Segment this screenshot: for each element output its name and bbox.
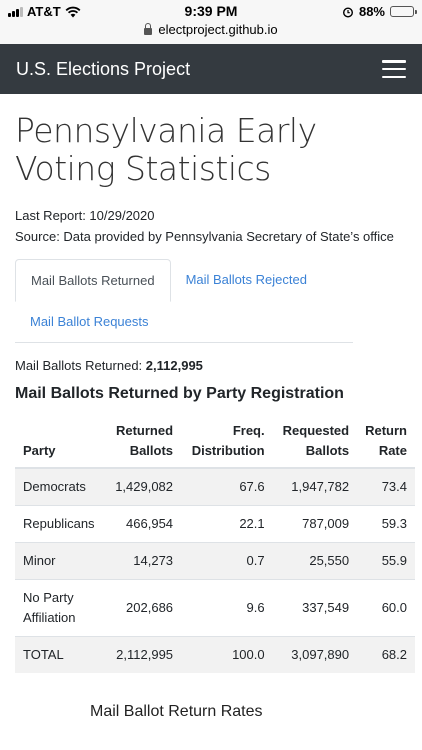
cell-party: Republicans (15, 505, 106, 543)
table-row: Democrats 1,429,082 67.6 1,947,782 73.4 (15, 467, 415, 506)
wifi-icon (65, 6, 81, 17)
status-left: AT&T (8, 4, 81, 19)
address-bar[interactable]: electproject.github.io (0, 22, 422, 37)
tab-mail-ballot-requests[interactable]: Mail Ballot Requests (30, 314, 149, 329)
cell-returned: 14,273 (105, 542, 182, 580)
cell-rate: 55.9 (357, 542, 415, 580)
status-bar: AT&T 9:39 PM 88% electproject.github.io (0, 0, 422, 44)
cell-returned: 2,112,995 (105, 636, 182, 673)
main-content: Pennsylvania Early Voting Statistics Las… (0, 112, 422, 721)
cell-returned: 466,954 (105, 505, 182, 543)
tab-mail-ballots-returned[interactable]: Mail Ballots Returned (15, 259, 171, 302)
cell-freq: 9.6 (181, 579, 273, 637)
header-freq[interactable]: Freq. Distribution (181, 415, 273, 469)
cell-rate: 68.2 (357, 636, 415, 673)
header-returned[interactable]: Returned Ballots (105, 415, 182, 469)
menu-icon[interactable] (382, 60, 406, 78)
party-table: Party Returned Ballots Freq. Distributio… (15, 415, 415, 673)
signal-icon (8, 6, 23, 17)
table-header-row: Party Returned Ballots Freq. Distributio… (15, 415, 415, 469)
url-text: electproject.github.io (158, 22, 278, 37)
table-row: TOTAL 2,112,995 100.0 3,097,890 68.2 (15, 636, 415, 673)
returned-summary-label: Mail Ballots Returned: (15, 358, 143, 373)
cell-requested: 25,550 (272, 542, 358, 580)
cell-party: No Party Affiliation (15, 579, 106, 637)
chart-title: Mail Ballot Return Rates (90, 703, 263, 720)
table-row: Republicans 466,954 22.1 787,009 59.3 (15, 505, 415, 543)
header-rate[interactable]: Return Rate (357, 415, 415, 469)
cell-requested: 337,549 (272, 579, 358, 637)
returned-summary-value: 2,112,995 (145, 358, 203, 373)
report-meta: Last Report: 10/29/2020 Source: Data pro… (15, 205, 407, 247)
lock-icon (144, 23, 153, 35)
cell-freq: 100.0 (181, 636, 273, 673)
header-requested[interactable]: Requested Ballots (272, 415, 358, 469)
cell-requested: 1,947,782 (272, 467, 358, 506)
table-row: No Party Affiliation 202,686 9.6 337,549 60.… (15, 579, 415, 637)
cell-party: Minor (15, 542, 106, 580)
clock: 9:39 PM (184, 3, 238, 19)
cell-party: Democrats (15, 467, 106, 506)
cell-freq: 0.7 (181, 542, 273, 580)
cell-requested: 787,009 (272, 505, 358, 543)
header-party[interactable]: Party (15, 415, 106, 469)
brand-link[interactable]: U.S. Elections Project (16, 58, 191, 79)
page-title: Pennsylvania Early Voting Statistics (15, 111, 317, 188)
alarm-icon (342, 6, 353, 18)
source-note: Source: Data provided by Pennsylvania Se… (15, 229, 394, 244)
cell-rate: 60.0 (357, 579, 415, 637)
last-report: Last Report: 10/29/2020 (15, 208, 155, 223)
cell-returned: 1,429,082 (105, 467, 182, 506)
cell-rate: 59.3 (357, 505, 415, 543)
tab-bar: Mail Ballots Returned Mail Ballots Rejec… (15, 259, 353, 343)
cell-returned: 202,686 (105, 579, 182, 637)
cell-requested: 3,097,890 (272, 636, 358, 673)
tab-mail-ballots-rejected[interactable]: Mail Ballots Rejected (185, 272, 307, 287)
navbar: U.S. Elections Project (0, 44, 422, 94)
cell-rate: 73.4 (357, 467, 415, 506)
table-body: Democrats 1,429,082 67.6 1,947,782 73.4 Repub… (15, 467, 415, 673)
carrier: AT&T (27, 4, 61, 19)
tab-row: Mail Ballot Requests (15, 301, 353, 342)
cell-party: TOTAL (15, 636, 106, 673)
battery-icon (390, 6, 417, 17)
battery-percent: 88% (358, 4, 385, 19)
cell-freq: 22.1 (181, 505, 273, 543)
cell-freq: 67.6 (181, 467, 273, 506)
status-right: 88% (342, 4, 417, 19)
returned-summary: Mail Ballots Returned: 2,112,995 (15, 358, 407, 373)
section-title: Mail Ballots Returned by Party Registrat… (15, 385, 344, 402)
table-row: Minor 14,273 0.7 25,550 55.9 (15, 542, 415, 580)
